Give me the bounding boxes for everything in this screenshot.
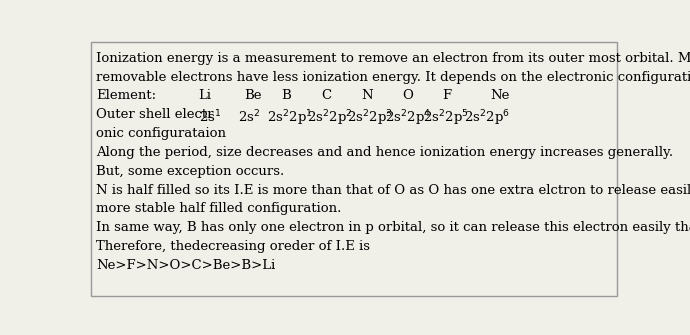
Text: N is half filled so its I.E is more than that of O as O has one extra elctron to: N is half filled so its I.E is more than… <box>96 184 690 197</box>
Text: onic configurataion: onic configurataion <box>96 127 226 140</box>
Text: more stable half filled configuration.: more stable half filled configuration. <box>96 202 342 215</box>
Text: Ne: Ne <box>490 89 509 103</box>
Text: Ionization energy is a measurement to remove an electron from its outer most orb: Ionization energy is a measurement to re… <box>96 52 690 65</box>
Text: Be: Be <box>244 89 262 103</box>
Text: Therefore, thedecreasing oreder of I.E is: Therefore, thedecreasing oreder of I.E i… <box>96 240 370 253</box>
Text: B: B <box>282 89 291 103</box>
Text: 2s$^{2}$2p$^{1}$: 2s$^{2}$2p$^{1}$ <box>267 108 313 128</box>
Text: 2s$^{2}$: 2s$^{2}$ <box>237 108 260 125</box>
Text: But, some exception occurs.: But, some exception occurs. <box>96 165 284 178</box>
Text: 2s$^{2}$2p$^{5}$: 2s$^{2}$2p$^{5}$ <box>423 108 469 128</box>
Text: F: F <box>442 89 451 103</box>
FancyBboxPatch shape <box>90 42 617 296</box>
Text: C: C <box>322 89 332 103</box>
Text: removable electrons have less ionization energy. It depends on the electronic co: removable electrons have less ionization… <box>96 71 690 84</box>
Text: N: N <box>362 89 373 103</box>
Text: Outer shell electr: Outer shell electr <box>96 108 213 121</box>
Text: 2s$^{2}$2p$^{3}$: 2s$^{2}$2p$^{3}$ <box>347 108 393 128</box>
Text: O: O <box>402 89 413 103</box>
Text: 2s$^{1}$: 2s$^{1}$ <box>199 108 221 125</box>
Text: Along the period, size decreases and and hence ionization energy increases gener: Along the period, size decreases and and… <box>96 146 673 159</box>
Text: Ne>F>N>O>C>Be>B>Li: Ne>F>N>O>C>Be>B>Li <box>96 259 275 272</box>
Text: 2s$^{2}$2p$^{6}$: 2s$^{2}$2p$^{6}$ <box>464 108 510 128</box>
Text: Li: Li <box>199 89 212 103</box>
Text: 2s$^{2}$2p$^{2}$: 2s$^{2}$2p$^{2}$ <box>307 108 353 128</box>
Text: Element:: Element: <box>96 89 156 103</box>
Text: 2s$^{2}$2p$^{4}$: 2s$^{2}$2p$^{4}$ <box>384 108 431 128</box>
Text: In same way, B has only one electron in p orbital, so it can release this electr: In same way, B has only one electron in … <box>96 221 690 234</box>
